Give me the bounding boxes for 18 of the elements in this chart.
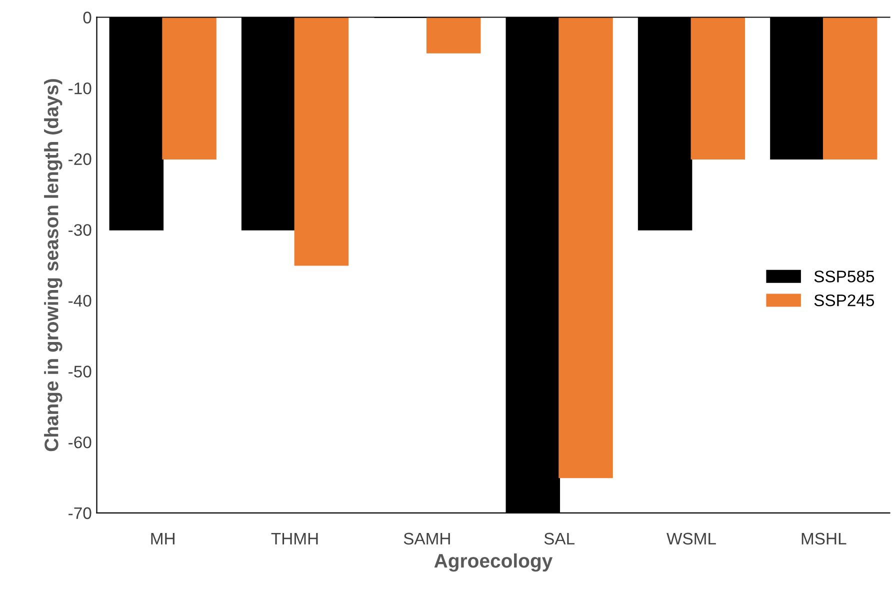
- x-tick-label: THMH: [271, 532, 318, 544]
- y-tick-label: 0: [83, 12, 92, 24]
- x-tick-label: SAMH: [404, 532, 450, 545]
- x-axis-title: Agroecology: [434, 553, 553, 572]
- x-tick-label: WSML: [666, 532, 716, 545]
- y-tick-label: -70: [68, 507, 92, 520]
- y-tick-label: -40: [68, 294, 92, 307]
- y-tick-label: -10: [68, 82, 92, 94]
- x-tick-label: MH: [151, 532, 174, 544]
- y-tick-label: -30: [68, 224, 92, 236]
- legend-label: SSP245: [814, 294, 874, 306]
- x-tick-label: SAL: [544, 532, 575, 545]
- legend-label: SSP585: [814, 270, 874, 282]
- y-axis-title: Change in growing season length (days): [44, 79, 62, 452]
- y-tick-label: -60: [68, 436, 92, 448]
- x-tick-label: MSHL: [802, 532, 846, 545]
- y-tick-label: -20: [68, 153, 92, 166]
- y-tick-label: -50: [68, 366, 92, 378]
